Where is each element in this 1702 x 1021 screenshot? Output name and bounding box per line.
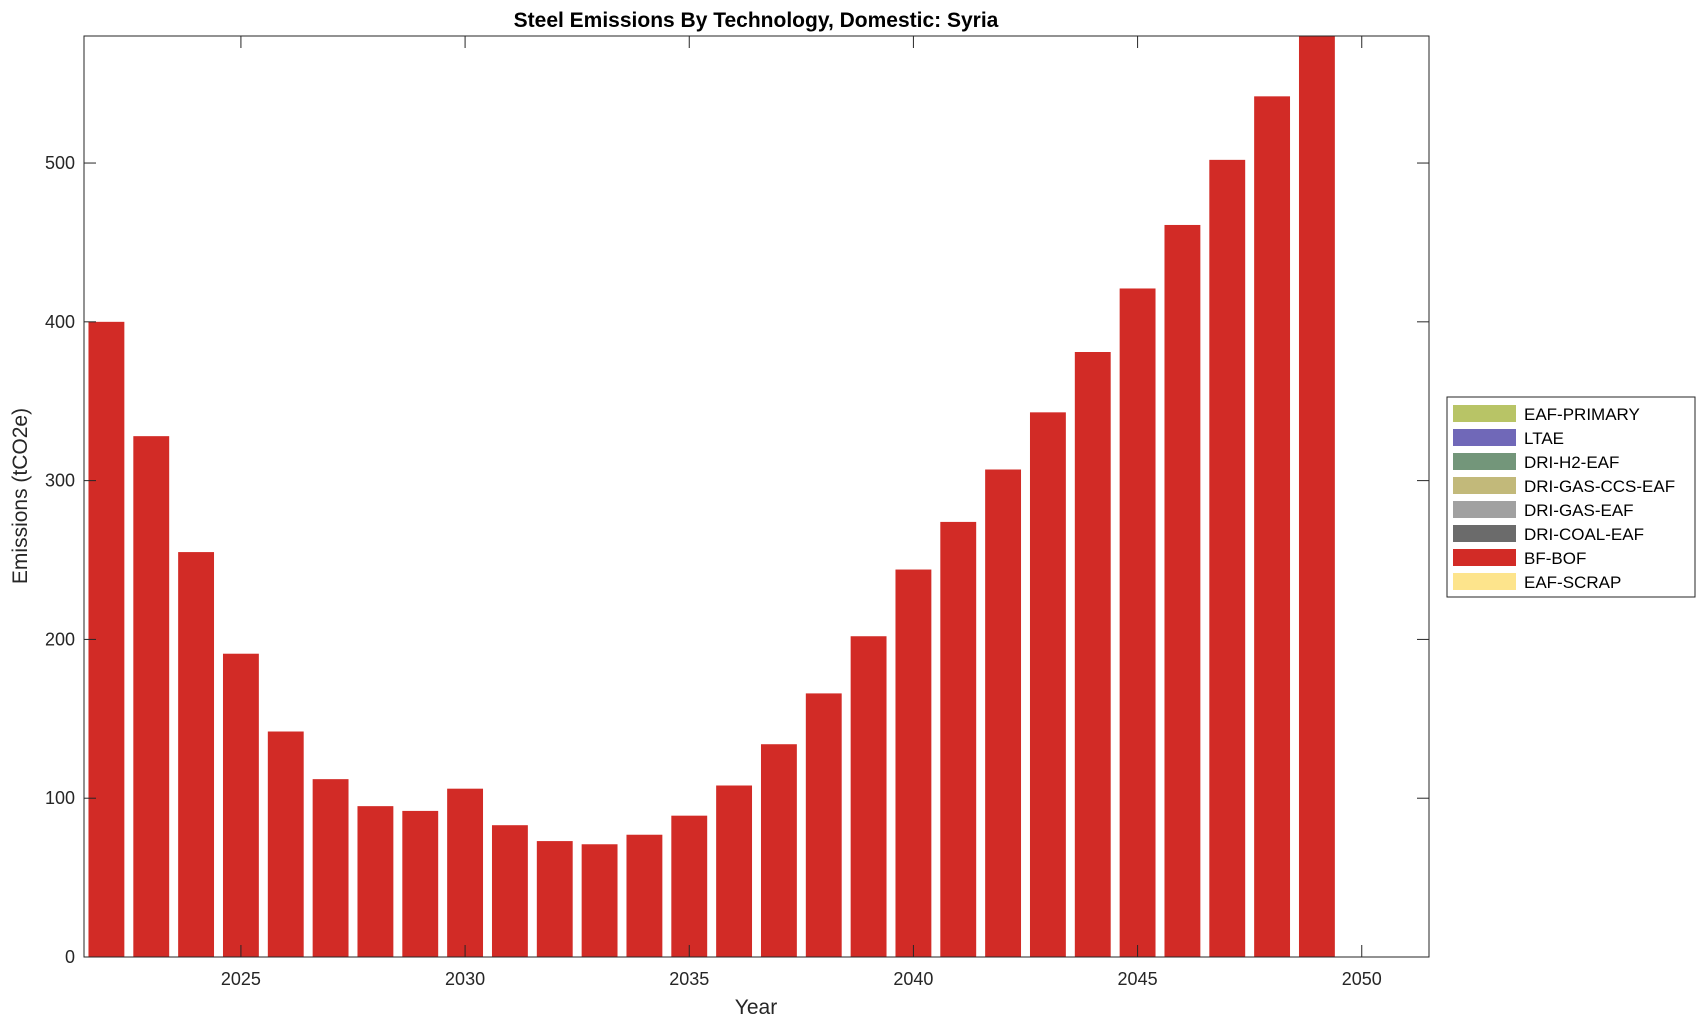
bar-bf-bof-2048 [1254, 96, 1291, 958]
x-tick-label: 2040 [893, 969, 933, 989]
x-tick-label: 2035 [669, 969, 709, 989]
y-tick-label: 400 [45, 312, 75, 332]
bar-bf-bof-2047 [1209, 159, 1246, 958]
legend-swatch-dri-coal-eaf [1453, 525, 1516, 542]
legend-swatch-eaf-primary [1453, 405, 1516, 422]
x-axis: 2025 2030 2035 2040 2045 2050 [221, 36, 1382, 989]
bar-bf-bof-2042 [985, 469, 1022, 957]
bar-bf-bof-2045 [1119, 288, 1156, 958]
bar-bf-bof-2028 [357, 806, 394, 957]
bar-bf-bof-2031 [491, 825, 528, 957]
bar-bf-bof-2040 [895, 569, 932, 957]
y-tick-label: 0 [65, 947, 75, 967]
bar-bf-bof-2046 [1164, 224, 1201, 957]
y-tick-label: 100 [45, 788, 75, 808]
legend-swatch-eaf-scrap [1453, 573, 1516, 590]
legend-entry-bf-bof: BF-BOF [1524, 549, 1586, 568]
y-tick-label: 500 [45, 153, 75, 173]
legend-entry-eaf-primary: EAF-PRIMARY [1524, 405, 1640, 424]
legend-entry-ltae: LTAE [1524, 429, 1564, 448]
x-tick-label: 2025 [221, 969, 261, 989]
bars [88, 36, 1335, 958]
legend-entry-dri-coal-eaf: DRI-COAL-EAF [1524, 525, 1644, 544]
x-tick-label: 2045 [1118, 969, 1158, 989]
bar-bf-bof-2032 [536, 841, 573, 957]
legend-entry-dri-gas-ccs-eaf: DRI-GAS-CCS-EAF [1524, 477, 1675, 496]
legend-swatch-ltae [1453, 429, 1516, 446]
plot-frame [83, 35, 1430, 958]
legend-swatch-dri-gas-eaf [1453, 501, 1516, 518]
bar-bf-bof-2043 [1029, 412, 1066, 958]
x-axis-label: Year [735, 996, 777, 1019]
legend-swatch-dri-gas-ccs-eaf [1453, 477, 1516, 494]
plot-background [84, 36, 1429, 957]
bar-bf-bof-2035 [671, 815, 708, 957]
y-axis: 0 100 200 300 400 500 [45, 153, 1429, 967]
bar-bf-bof-2044 [1074, 352, 1111, 957]
bar-bf-bof-2037 [760, 744, 797, 957]
chart-title: Steel Emissions By Technology, Domestic:… [514, 9, 999, 32]
y-tick-label: 200 [45, 629, 75, 649]
bar-bf-bof-2029 [402, 810, 439, 957]
legend-entry-dri-h2-eaf: DRI-H2-EAF [1524, 453, 1619, 472]
bar-bf-bof-2027 [312, 779, 349, 957]
legend-swatch-bf-bof [1453, 549, 1516, 566]
bar-bf-bof-2036 [716, 785, 753, 957]
legend-entry-dri-gas-eaf: DRI-GAS-EAF [1524, 501, 1634, 520]
bar-bf-bof-2041 [940, 521, 977, 957]
bar-bf-bof-2049 [1298, 36, 1335, 957]
bar-bf-bof-2030 [447, 788, 484, 957]
bar-bf-bof-2024 [178, 552, 215, 957]
bar-bf-bof-2023 [133, 436, 170, 957]
legend: EAF-PRIMARY LTAE DRI-H2-EAF DRI-GAS-CCS-EAF… [1446, 396, 1696, 598]
x-tick-label: 2050 [1342, 969, 1382, 989]
bar-bf-bof-2025 [222, 653, 259, 957]
legend-entry-eaf-scrap: EAF-SCRAP [1524, 573, 1621, 592]
bar-bf-bof-2033 [581, 844, 618, 957]
bar-bf-bof-2026 [267, 731, 304, 957]
x-tick-label: 2030 [445, 969, 485, 989]
y-axis-label: Emissions (tCO2e) [9, 408, 32, 584]
bar-bf-bof-2039 [850, 636, 887, 957]
bar-bf-bof-2038 [805, 693, 842, 957]
y-tick-label: 300 [45, 471, 75, 491]
legend-swatch-dri-h2-eaf [1453, 453, 1516, 470]
bar-bf-bof-2034 [626, 834, 663, 957]
